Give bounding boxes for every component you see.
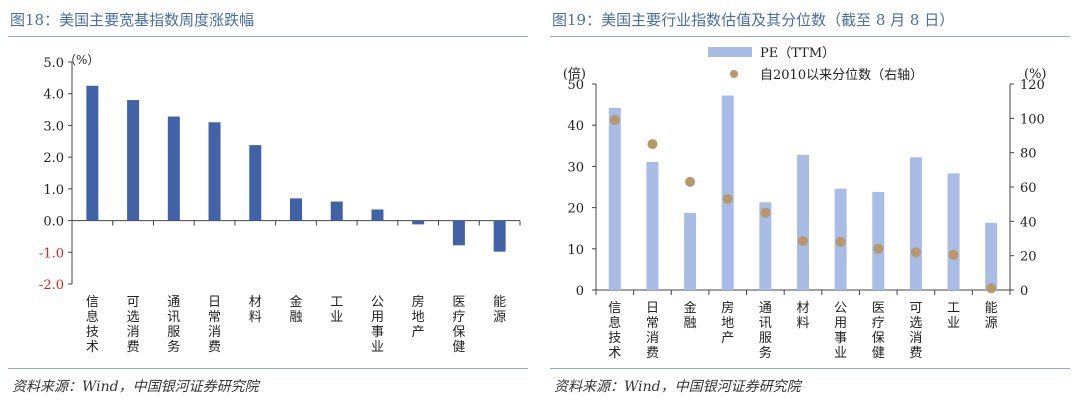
y-tick-label: 5.0: [43, 56, 64, 71]
percentile-dot: [873, 243, 884, 254]
x-category-label: 工业: [330, 295, 343, 325]
bar: [412, 220, 425, 225]
percentile-dot: [986, 283, 997, 294]
y-axis-unit: （%）: [64, 53, 99, 67]
pe-bar: [947, 173, 960, 290]
chart-title: 图18：美国主要宽基指数周度涨跌幅: [10, 11, 255, 29]
bar: [127, 100, 140, 221]
left-y-tick-label: 50: [567, 78, 584, 93]
right-y-tick-label: 40: [1020, 215, 1037, 230]
right-y-tick-label: 0: [1020, 284, 1028, 299]
left-y-tick-label: 10: [567, 243, 584, 258]
chart-title: 图19：美国主要行业指数估值及其分位数（截至 8 月 8 日）: [552, 11, 955, 29]
bar: [208, 122, 221, 221]
pe-bar: [684, 212, 697, 290]
x-category-label: 信息技术: [86, 295, 99, 355]
left-y-tick-label: 0: [576, 284, 584, 299]
legend-pe-label: PE（TTM）: [760, 46, 835, 61]
bar: [371, 209, 384, 221]
x-category-label: 能源: [985, 301, 998, 331]
source-note: 资料来源：Wind，中国银河证券研究院: [12, 379, 259, 395]
y-tick-label: -2.0: [39, 278, 64, 293]
percentile-dot: [910, 247, 921, 258]
x-category-label: 通讯服务: [759, 301, 772, 361]
percentile-dot: [760, 207, 771, 218]
right-y-tick-label: 20: [1020, 250, 1037, 265]
left-y-tick-label: 30: [567, 160, 584, 175]
x-category-label: 房地产: [721, 300, 734, 346]
x-category-label: 公用事业: [371, 295, 384, 355]
title-divider: [8, 36, 528, 37]
y-tick-label: 1.0: [43, 183, 64, 198]
bar: [452, 220, 465, 246]
pe-bar: [608, 107, 621, 290]
pe-bar: [721, 95, 734, 290]
bar: [290, 198, 302, 221]
right-y-tick-label: 100: [1020, 112, 1045, 127]
x-category-label: 医疗保健: [872, 301, 885, 361]
source-divider: [550, 368, 1070, 369]
percentile-dot: [722, 194, 733, 205]
percentile-dot: [647, 139, 658, 150]
pe-bar: [759, 202, 772, 290]
source-divider: [8, 368, 528, 369]
x-category-label: 工业: [947, 301, 960, 331]
x-category-label: 日常消费: [646, 301, 659, 361]
x-category-label: 金融: [684, 300, 697, 331]
y-tick-label: -1.0: [39, 246, 64, 261]
right-y-axis-unit: (%): [1024, 67, 1047, 82]
title-divider: [550, 36, 1070, 37]
legend-pe-swatch: [708, 47, 752, 57]
y-tick-label: 2.0: [43, 151, 64, 166]
legend-percentile-label: 自2010以来分位数（右轴）: [760, 68, 923, 83]
x-category-label: 医疗保健: [452, 295, 465, 355]
pe-bar: [909, 157, 922, 290]
pe-bar: [797, 154, 809, 290]
valuation-chart-panel: 图19：美国主要行业指数估值及其分位数（截至 8 月 8 日） 50 40 30 20…: [550, 0, 1070, 407]
bar: [249, 145, 262, 221]
x-category-label: 可选消费: [127, 295, 140, 355]
percentile-dot: [948, 249, 959, 260]
x-category-label: 房地产: [412, 294, 425, 340]
bar: [493, 220, 506, 252]
bar: [330, 201, 343, 221]
weekly-change-bar-chart: 5.0 4.0 3.0 2.0 1.0 0.0 -1.0 -2.0 （%） 信息技术 可选消费 通讯服…: [39, 53, 521, 355]
percentile-dot: [835, 236, 846, 247]
x-category-label: 材料: [249, 295, 262, 325]
right-y-tick-label: 80: [1020, 147, 1037, 162]
y-tick-label: 3.0: [43, 119, 64, 134]
x-category-label: 能源: [493, 295, 506, 325]
x-category-label: 公用事业: [834, 301, 847, 361]
source-note: 资料来源：Wind，中国银河证券研究院: [554, 379, 801, 395]
legend-percentile-marker: [730, 70, 738, 78]
y-tick-label: 4.0: [43, 88, 64, 103]
pe-bar: [646, 161, 659, 290]
percentile-dot: [685, 176, 696, 187]
percentile-dot: [798, 236, 808, 247]
weekly-change-chart-panel: 图18：美国主要宽基指数周度涨跌幅 5.0 4.0 3.0 2.0 1.0 0.0 -1.0…: [8, 0, 528, 407]
percentile-dot: [609, 115, 620, 126]
left-y-axis-unit: (倍): [563, 67, 586, 82]
x-category-label: 信息技术: [608, 301, 621, 361]
left-y-tick-label: 40: [567, 119, 584, 134]
pe-bar: [985, 222, 998, 290]
y-tick-label: 0.0: [43, 215, 64, 230]
pe-bar: [872, 191, 885, 290]
x-category-label: 金融: [289, 294, 302, 325]
x-category-label: 日常消费: [208, 295, 221, 355]
bar: [167, 116, 180, 221]
bar: [86, 85, 99, 221]
right-y-tick-label: 60: [1020, 181, 1037, 196]
right-y-tick-label: 120: [1020, 78, 1045, 93]
x-category-label: 材料: [796, 301, 809, 331]
left-y-tick-label: 20: [567, 202, 584, 217]
x-category-label: 可选消费: [909, 301, 922, 361]
x-category-label: 通讯服务: [167, 295, 180, 355]
